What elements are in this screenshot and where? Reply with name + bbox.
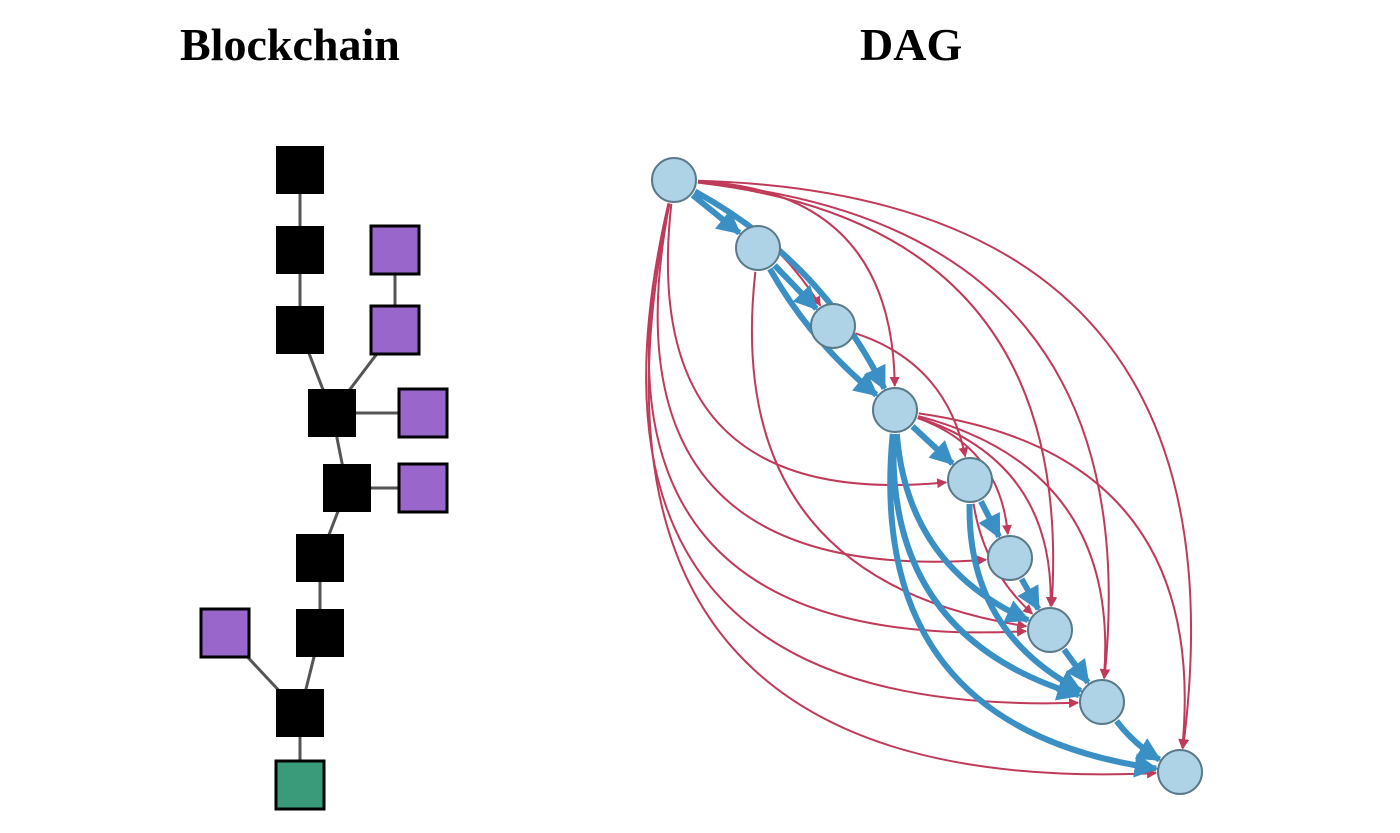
dag-node (873, 388, 917, 432)
dag-diagram (0, 0, 1400, 833)
dag-main-edge (981, 501, 999, 536)
dag-main-edge (1064, 649, 1088, 682)
dag-main-edge (970, 504, 1081, 691)
dag-aux-edge (668, 204, 946, 485)
dag-node (1080, 680, 1124, 724)
dag-aux-edge (649, 203, 1026, 632)
dag-node (736, 226, 780, 270)
dag-node (1028, 608, 1072, 652)
dag-aux-edge (646, 203, 1078, 703)
dag-node (948, 458, 992, 502)
dag-node (811, 304, 855, 348)
dag-main-edge (1117, 721, 1160, 760)
dag-aux-edge (658, 204, 986, 562)
dag-node (988, 536, 1032, 580)
dag-node (1158, 750, 1202, 794)
dag-node (652, 158, 696, 202)
